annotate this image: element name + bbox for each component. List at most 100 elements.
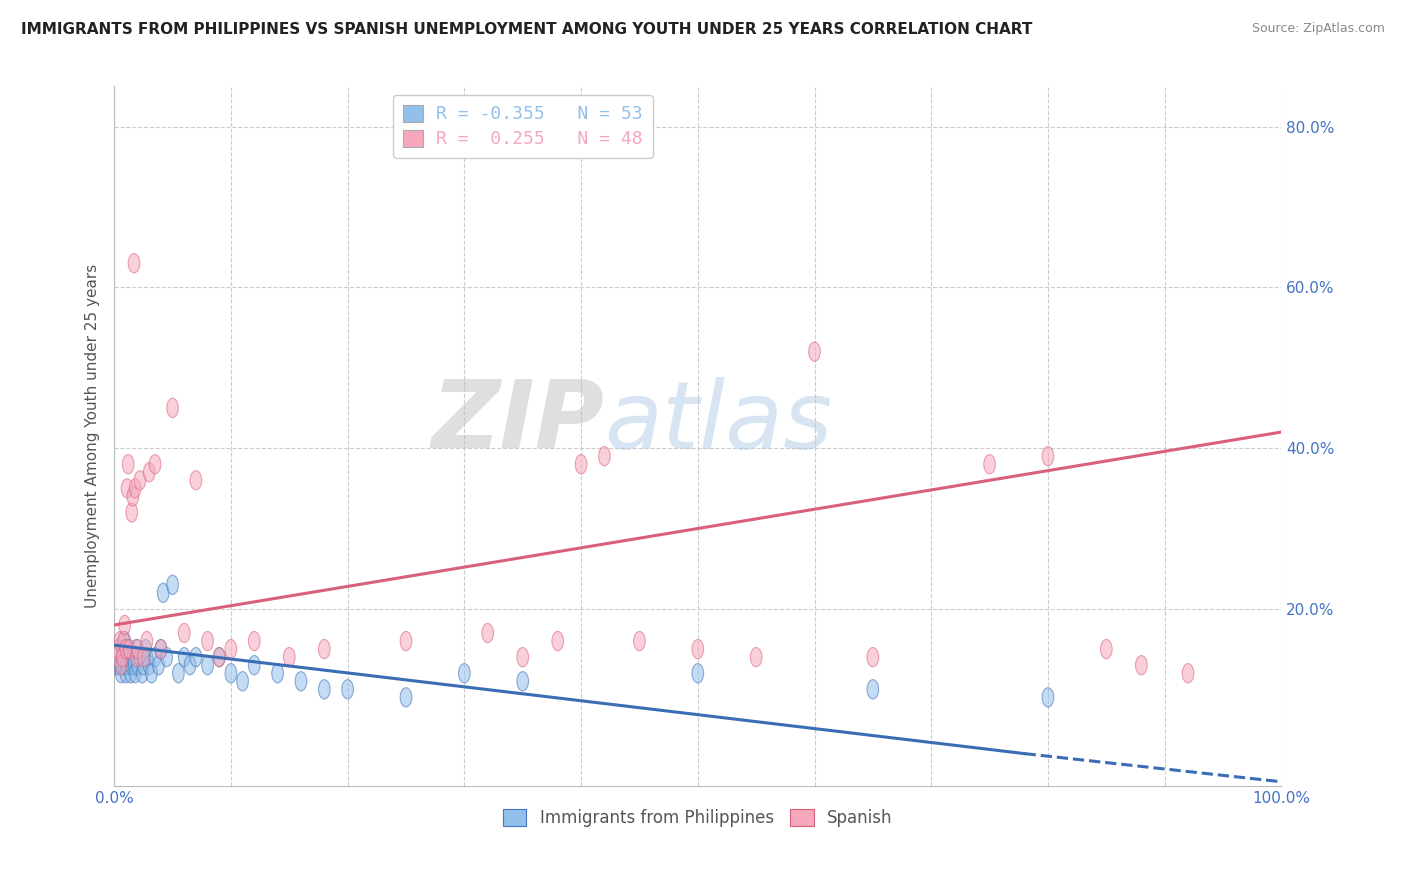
Ellipse shape bbox=[129, 479, 141, 498]
Ellipse shape bbox=[111, 656, 122, 675]
Ellipse shape bbox=[112, 640, 124, 659]
Ellipse shape bbox=[295, 672, 307, 691]
Ellipse shape bbox=[141, 648, 153, 667]
Ellipse shape bbox=[132, 640, 143, 659]
Ellipse shape bbox=[118, 656, 129, 675]
Ellipse shape bbox=[458, 664, 470, 683]
Ellipse shape bbox=[1136, 656, 1147, 675]
Ellipse shape bbox=[122, 455, 134, 474]
Ellipse shape bbox=[1182, 664, 1194, 683]
Ellipse shape bbox=[127, 503, 138, 522]
Ellipse shape bbox=[318, 640, 330, 659]
Text: IMMIGRANTS FROM PHILIPPINES VS SPANISH UNEMPLOYMENT AMONG YOUTH UNDER 25 YEARS C: IMMIGRANTS FROM PHILIPPINES VS SPANISH U… bbox=[21, 22, 1032, 37]
Ellipse shape bbox=[214, 648, 225, 667]
Ellipse shape bbox=[149, 648, 160, 667]
Ellipse shape bbox=[173, 664, 184, 683]
Ellipse shape bbox=[190, 648, 201, 667]
Ellipse shape bbox=[127, 656, 138, 675]
Ellipse shape bbox=[1042, 447, 1053, 466]
Ellipse shape bbox=[401, 632, 412, 651]
Ellipse shape bbox=[318, 680, 330, 699]
Ellipse shape bbox=[808, 342, 820, 361]
Ellipse shape bbox=[214, 648, 225, 667]
Y-axis label: Unemployment Among Youth under 25 years: Unemployment Among Youth under 25 years bbox=[86, 264, 100, 608]
Text: ZIP: ZIP bbox=[432, 376, 605, 468]
Ellipse shape bbox=[692, 664, 703, 683]
Ellipse shape bbox=[122, 640, 134, 659]
Ellipse shape bbox=[120, 640, 132, 659]
Ellipse shape bbox=[121, 656, 132, 675]
Ellipse shape bbox=[120, 648, 132, 667]
Ellipse shape bbox=[155, 640, 167, 659]
Ellipse shape bbox=[121, 479, 132, 498]
Ellipse shape bbox=[1101, 640, 1112, 659]
Ellipse shape bbox=[112, 640, 125, 659]
Ellipse shape bbox=[179, 648, 190, 667]
Ellipse shape bbox=[482, 624, 494, 642]
Ellipse shape bbox=[146, 664, 157, 683]
Ellipse shape bbox=[517, 648, 529, 667]
Ellipse shape bbox=[201, 632, 214, 651]
Ellipse shape bbox=[143, 656, 155, 675]
Ellipse shape bbox=[114, 632, 127, 651]
Ellipse shape bbox=[599, 447, 610, 466]
Ellipse shape bbox=[120, 632, 131, 651]
Ellipse shape bbox=[342, 680, 353, 699]
Ellipse shape bbox=[634, 632, 645, 651]
Ellipse shape bbox=[127, 648, 139, 667]
Ellipse shape bbox=[167, 399, 179, 417]
Ellipse shape bbox=[112, 648, 124, 667]
Ellipse shape bbox=[1042, 688, 1053, 707]
Ellipse shape bbox=[124, 648, 135, 667]
Ellipse shape bbox=[138, 656, 149, 675]
Ellipse shape bbox=[167, 575, 179, 594]
Ellipse shape bbox=[225, 664, 236, 683]
Ellipse shape bbox=[868, 680, 879, 699]
Ellipse shape bbox=[184, 656, 195, 675]
Ellipse shape bbox=[868, 648, 879, 667]
Ellipse shape bbox=[124, 640, 135, 659]
Ellipse shape bbox=[153, 656, 165, 675]
Ellipse shape bbox=[134, 648, 146, 667]
Ellipse shape bbox=[160, 648, 173, 667]
Ellipse shape bbox=[149, 455, 160, 474]
Ellipse shape bbox=[115, 656, 127, 675]
Ellipse shape bbox=[143, 463, 155, 482]
Ellipse shape bbox=[984, 455, 995, 474]
Ellipse shape bbox=[120, 664, 132, 683]
Ellipse shape bbox=[201, 656, 214, 675]
Ellipse shape bbox=[120, 615, 131, 634]
Ellipse shape bbox=[401, 688, 412, 707]
Text: Source: ZipAtlas.com: Source: ZipAtlas.com bbox=[1251, 22, 1385, 36]
Ellipse shape bbox=[517, 672, 529, 691]
Ellipse shape bbox=[249, 656, 260, 675]
Ellipse shape bbox=[284, 648, 295, 667]
Ellipse shape bbox=[128, 656, 139, 675]
Ellipse shape bbox=[190, 471, 201, 490]
Legend: Immigrants from Philippines, Spanish: Immigrants from Philippines, Spanish bbox=[496, 802, 900, 833]
Ellipse shape bbox=[141, 632, 153, 651]
Ellipse shape bbox=[179, 624, 190, 642]
Ellipse shape bbox=[155, 640, 167, 659]
Ellipse shape bbox=[136, 664, 148, 683]
Ellipse shape bbox=[118, 632, 129, 651]
Text: atlas: atlas bbox=[605, 376, 832, 467]
Ellipse shape bbox=[117, 648, 128, 667]
Ellipse shape bbox=[134, 471, 146, 490]
Ellipse shape bbox=[157, 583, 169, 602]
Ellipse shape bbox=[236, 672, 249, 691]
Ellipse shape bbox=[117, 648, 128, 667]
Ellipse shape bbox=[553, 632, 564, 651]
Ellipse shape bbox=[139, 640, 152, 659]
Ellipse shape bbox=[575, 455, 586, 474]
Ellipse shape bbox=[249, 632, 260, 651]
Ellipse shape bbox=[125, 664, 136, 683]
Ellipse shape bbox=[118, 640, 129, 659]
Ellipse shape bbox=[127, 487, 139, 506]
Ellipse shape bbox=[115, 664, 127, 683]
Ellipse shape bbox=[692, 640, 703, 659]
Ellipse shape bbox=[132, 656, 143, 675]
Ellipse shape bbox=[131, 648, 142, 667]
Ellipse shape bbox=[111, 648, 122, 667]
Ellipse shape bbox=[225, 640, 236, 659]
